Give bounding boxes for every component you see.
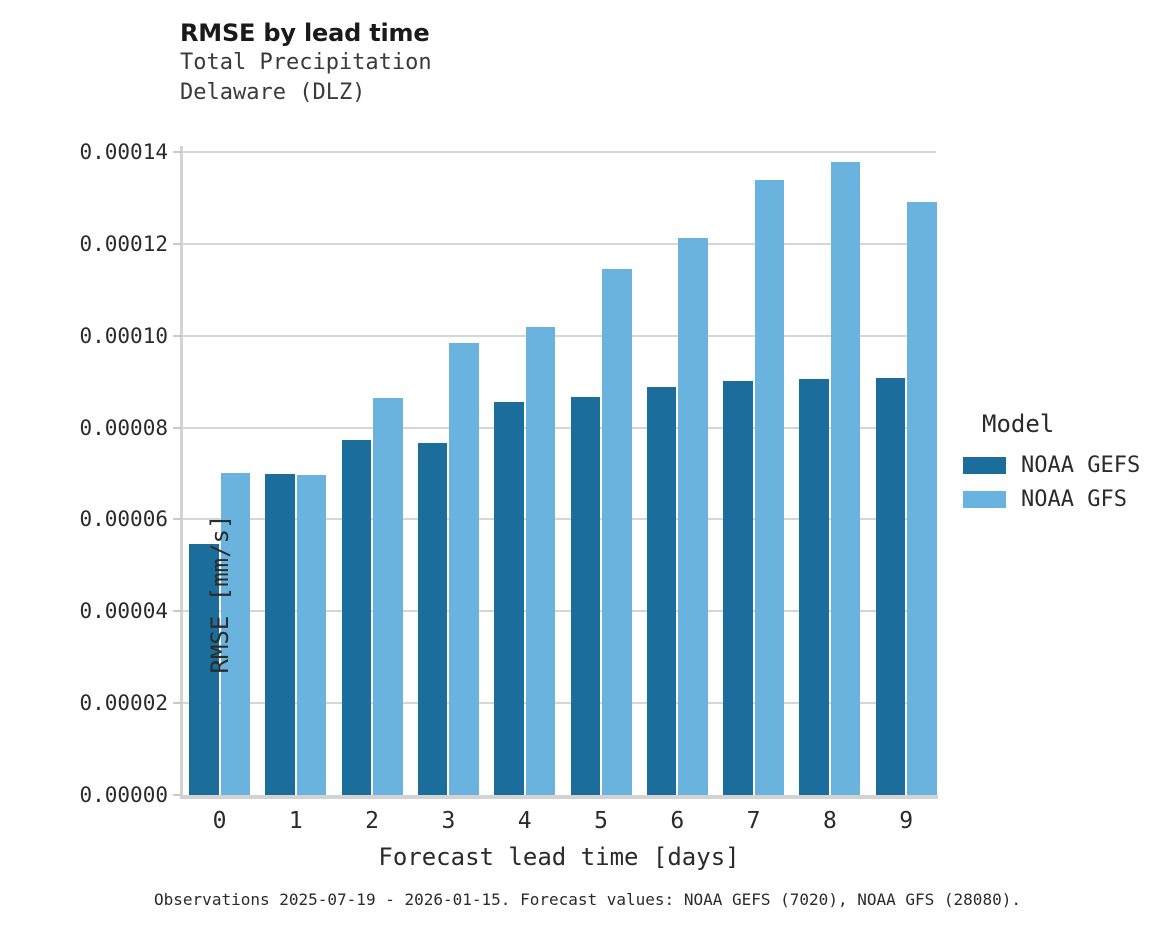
bar[interactable]	[373, 398, 403, 795]
y-axis-tick	[173, 426, 182, 429]
x-axis-tick-label: 8	[822, 808, 837, 834]
y-axis-tick-label: 0.00008	[79, 415, 168, 440]
bar[interactable]	[875, 377, 906, 795]
x-axis-tick-label: 0	[212, 808, 227, 834]
x-axis-tick-label: 2	[365, 808, 380, 834]
x-axis-tick-label: 1	[288, 808, 303, 834]
gridline	[182, 702, 936, 705]
bar[interactable]	[723, 380, 753, 795]
y-axis-tick	[173, 794, 182, 796]
y-axis-tick-label: 0.00012	[79, 231, 168, 256]
bar[interactable]	[220, 473, 250, 795]
chart-subtitle-variable: Total Precipitation	[180, 50, 432, 75]
bar[interactable]	[341, 439, 372, 795]
bar[interactable]	[799, 378, 829, 795]
legend-swatch	[963, 457, 1006, 474]
legend-item-label: NOAA GFS	[1021, 487, 1127, 512]
bar[interactable]	[417, 443, 448, 795]
y-axis-line	[180, 146, 183, 798]
chart-subtitle-region: Delaware (DLZ)	[180, 80, 366, 105]
y-axis-tick	[173, 334, 182, 337]
bar[interactable]	[265, 473, 295, 795]
x-axis-tick-label: 9	[899, 808, 914, 834]
bar[interactable]	[830, 162, 861, 795]
bar[interactable]	[602, 269, 632, 795]
gridline	[182, 518, 936, 521]
bar[interactable]	[525, 327, 556, 795]
gridline	[182, 610, 936, 613]
title-block: RMSE by lead time Total Precipitation De…	[180, 18, 940, 108]
bar[interactable]	[907, 202, 937, 795]
gridline	[182, 426, 936, 429]
legend-swatch	[963, 491, 1006, 508]
y-axis-tick-label: 0.00010	[79, 323, 168, 348]
gridline	[182, 151, 936, 153]
bar[interactable]	[646, 386, 677, 795]
bar[interactable]	[678, 237, 708, 795]
x-axis-tick-label: 4	[517, 808, 532, 834]
y-axis-tick	[173, 518, 182, 521]
bar[interactable]	[570, 396, 600, 795]
footer-note: Observations 2025-07-19 - 2026-01-15. Fo…	[154, 890, 1021, 909]
x-axis-tick-label: 7	[746, 808, 761, 834]
y-axis-tick	[173, 702, 182, 705]
legend: Model NOAA GEFS NOAA GFS	[963, 410, 1175, 518]
legend-item[interactable]: NOAA GFS	[963, 484, 1175, 515]
legend-rows: NOAA GEFS NOAA GFS	[963, 450, 1175, 515]
legend-item-label: NOAA GEFS	[1021, 453, 1141, 478]
y-axis-tick	[173, 151, 182, 153]
legend-title: Model	[982, 410, 1055, 438]
gridline	[182, 242, 936, 245]
y-axis-tick-label: 0.00002	[79, 691, 168, 716]
y-axis-title: RMSE [mm/s]	[206, 514, 234, 674]
y-axis-tick	[173, 610, 182, 613]
plot-area: RMSE [mm/s]	[173, 151, 937, 796]
bar[interactable]	[494, 401, 524, 795]
y-axis-tick-label: 0.00014	[79, 140, 168, 164]
x-axis-title: Forecast lead time [days]	[378, 843, 740, 871]
x-axis-tick-label: 3	[441, 808, 456, 834]
gridline	[182, 334, 936, 337]
bar[interactable]	[754, 180, 785, 795]
x-axis-tick-label: 5	[594, 808, 608, 834]
y-axis-tick-labels: 0.00000 0.00002 0.00004 0.00006 0.00008 0.000…	[40, 140, 168, 807]
y-axis-tick	[173, 242, 182, 245]
bar[interactable]	[189, 543, 219, 795]
y-axis-tick-label: 0.00006	[79, 507, 168, 532]
y-axis-tick-label: 0.00000	[79, 783, 168, 807]
x-axis-tick-label: 6	[670, 808, 685, 834]
y-axis-tick-label: 0.00004	[79, 599, 168, 624]
bar[interactable]	[296, 474, 327, 795]
x-axis-line	[180, 795, 938, 799]
bar[interactable]	[449, 343, 479, 795]
legend-item[interactable]: NOAA GEFS	[963, 450, 1175, 481]
page-title: RMSE by lead time	[180, 19, 430, 47]
